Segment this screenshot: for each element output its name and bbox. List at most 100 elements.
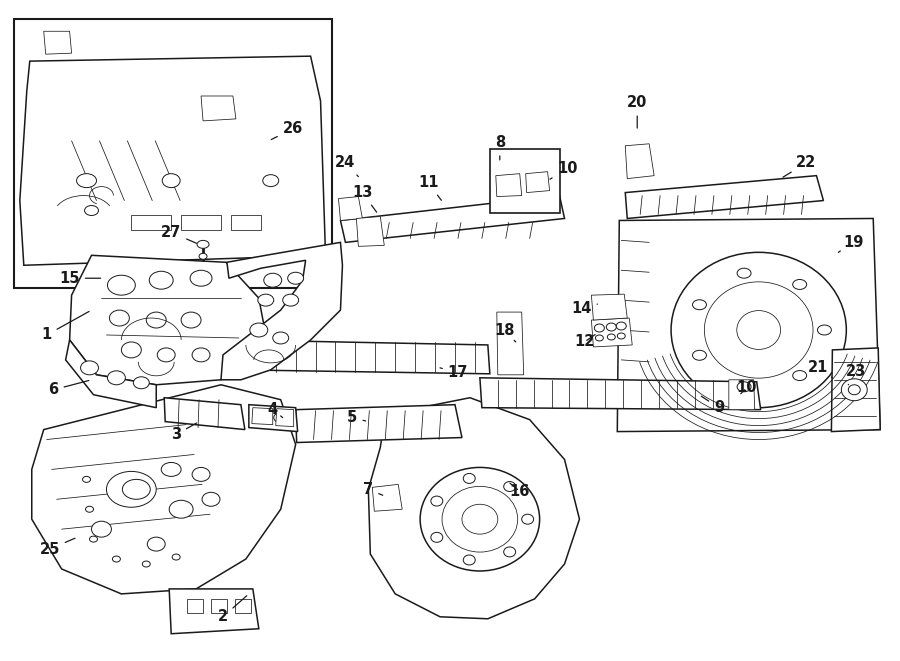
Ellipse shape	[92, 521, 112, 537]
Polygon shape	[356, 217, 384, 247]
Ellipse shape	[263, 175, 279, 186]
Ellipse shape	[288, 272, 303, 284]
Polygon shape	[729, 380, 755, 410]
Text: 2: 2	[218, 596, 247, 624]
Bar	[181, 215, 221, 231]
Text: 7: 7	[364, 482, 382, 497]
Ellipse shape	[147, 312, 166, 328]
Ellipse shape	[142, 561, 150, 567]
Text: 22: 22	[783, 155, 816, 177]
Polygon shape	[340, 196, 564, 243]
Polygon shape	[20, 56, 326, 265]
Bar	[231, 215, 261, 231]
Polygon shape	[480, 378, 760, 410]
Ellipse shape	[273, 332, 289, 344]
Polygon shape	[617, 219, 880, 432]
Ellipse shape	[85, 206, 98, 215]
Polygon shape	[275, 408, 293, 426]
Ellipse shape	[148, 537, 166, 551]
Ellipse shape	[692, 299, 706, 310]
Ellipse shape	[181, 312, 201, 328]
Text: 5: 5	[347, 410, 365, 425]
Ellipse shape	[616, 322, 626, 330]
Ellipse shape	[671, 253, 846, 408]
Ellipse shape	[849, 385, 860, 395]
Bar	[131, 215, 171, 231]
Text: 23: 23	[846, 364, 867, 385]
Ellipse shape	[197, 241, 209, 249]
Ellipse shape	[199, 253, 207, 259]
Ellipse shape	[257, 294, 274, 306]
Ellipse shape	[504, 547, 516, 557]
Polygon shape	[626, 144, 654, 178]
Ellipse shape	[420, 467, 540, 571]
Polygon shape	[626, 176, 824, 219]
Text: 14: 14	[572, 301, 598, 315]
Ellipse shape	[737, 311, 780, 350]
Ellipse shape	[522, 514, 534, 524]
Ellipse shape	[122, 479, 150, 499]
Text: 11: 11	[418, 175, 441, 200]
Text: 13: 13	[352, 185, 377, 212]
Ellipse shape	[504, 481, 516, 492]
Ellipse shape	[274, 412, 288, 422]
Text: 1: 1	[41, 311, 89, 342]
Ellipse shape	[250, 323, 268, 337]
Bar	[235, 599, 251, 613]
Text: 3: 3	[171, 423, 196, 442]
Polygon shape	[832, 348, 880, 432]
Ellipse shape	[107, 371, 125, 385]
Polygon shape	[252, 408, 273, 424]
Polygon shape	[221, 243, 343, 380]
Ellipse shape	[89, 536, 97, 542]
Ellipse shape	[81, 361, 98, 375]
Text: 9: 9	[701, 396, 724, 415]
Ellipse shape	[617, 333, 626, 339]
Ellipse shape	[607, 323, 616, 331]
Polygon shape	[496, 174, 522, 196]
Ellipse shape	[162, 174, 180, 188]
Polygon shape	[338, 196, 363, 221]
Ellipse shape	[255, 412, 271, 424]
Ellipse shape	[431, 496, 443, 506]
Ellipse shape	[86, 506, 94, 512]
Text: 15: 15	[59, 271, 101, 286]
Text: 8: 8	[495, 136, 505, 160]
Text: 18: 18	[494, 323, 516, 342]
Polygon shape	[368, 398, 580, 619]
Ellipse shape	[190, 270, 212, 286]
Ellipse shape	[705, 282, 813, 378]
Polygon shape	[69, 255, 266, 385]
Text: 21: 21	[808, 360, 833, 378]
Polygon shape	[248, 405, 298, 432]
Ellipse shape	[83, 477, 91, 483]
Ellipse shape	[110, 310, 130, 326]
Bar	[187, 599, 203, 613]
Ellipse shape	[462, 504, 498, 534]
Ellipse shape	[133, 377, 149, 389]
Ellipse shape	[817, 325, 832, 335]
Text: 27: 27	[161, 225, 196, 243]
Text: 10: 10	[550, 161, 578, 179]
Ellipse shape	[192, 348, 210, 362]
Ellipse shape	[149, 271, 173, 289]
Polygon shape	[44, 31, 72, 54]
Bar	[14, 19, 332, 288]
Polygon shape	[591, 294, 627, 320]
Ellipse shape	[158, 348, 176, 362]
Polygon shape	[373, 485, 402, 511]
Ellipse shape	[122, 342, 141, 358]
Ellipse shape	[106, 471, 157, 507]
Ellipse shape	[283, 294, 299, 306]
Text: 6: 6	[49, 381, 89, 397]
Ellipse shape	[793, 280, 806, 290]
Text: 25: 25	[40, 538, 75, 557]
Polygon shape	[296, 405, 462, 442]
Polygon shape	[497, 312, 524, 375]
Ellipse shape	[793, 371, 806, 381]
Ellipse shape	[842, 379, 868, 401]
Ellipse shape	[692, 350, 706, 360]
Ellipse shape	[192, 467, 210, 481]
Ellipse shape	[431, 532, 443, 542]
Polygon shape	[591, 318, 632, 347]
